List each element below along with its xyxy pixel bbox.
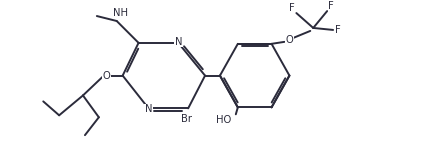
Text: O: O: [285, 35, 293, 45]
Text: F: F: [335, 25, 341, 35]
Text: F: F: [288, 3, 294, 13]
Text: NH: NH: [113, 8, 128, 18]
Text: N: N: [175, 37, 182, 47]
Text: Br: Br: [181, 114, 192, 124]
Text: N: N: [145, 104, 152, 114]
Text: HO: HO: [216, 115, 231, 125]
Text: O: O: [103, 71, 111, 81]
Text: F: F: [328, 1, 334, 11]
